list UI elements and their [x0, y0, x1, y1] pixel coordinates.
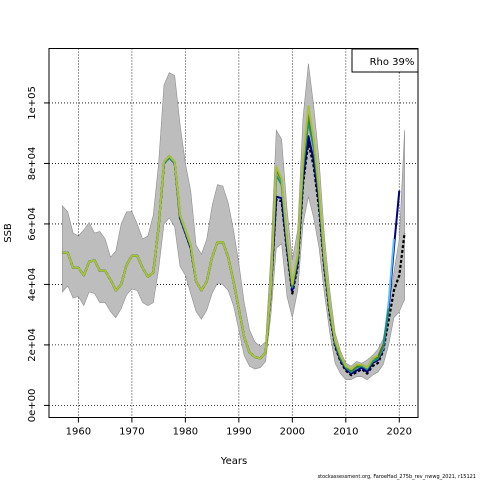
y-axis-ticks: 0e+00 2e+04 4e+04 6e+04 8e+04 1e+05 — [27, 86, 49, 422]
legend-frame — [351, 48, 419, 73]
confidence-band-layer — [62, 63, 405, 381]
x-tick-label: 1970 — [119, 427, 144, 438]
y-tick-label: 4e+04 — [27, 268, 38, 302]
y-tick-label: 8e+04 — [27, 147, 38, 181]
y-tick-label: 2e+04 — [27, 328, 38, 362]
y-axis-title: SSB — [3, 223, 14, 243]
x-tick-label: 1980 — [173, 427, 198, 438]
rho-annotation: Rho 39% — [370, 57, 415, 68]
y-tick-label: 0e+00 — [27, 389, 38, 423]
plot-frame — [48, 48, 419, 418]
series-layer — [62, 105, 406, 377]
x-tick-label: 1990 — [226, 427, 251, 438]
legend-box: Rho 39% — [351, 48, 419, 73]
x-axis-ticks: 1960 1970 1980 1990 2000 2010 2020 — [66, 417, 412, 438]
x-tick-label: 2010 — [333, 427, 358, 438]
x-tick-label: 1960 — [66, 427, 91, 438]
y-tick-label: 6e+04 — [27, 207, 38, 241]
confidence-band — [62, 63, 405, 381]
x-tick-label: 2000 — [280, 427, 305, 438]
x-axis-title: Years — [220, 456, 247, 467]
footnote: stockassessment.org, FaroeHad_275b_rev_n… — [318, 474, 476, 480]
series-line-6 — [62, 105, 379, 371]
y-tick-label: 1e+05 — [27, 86, 38, 120]
x-tick-label: 2020 — [387, 427, 412, 438]
